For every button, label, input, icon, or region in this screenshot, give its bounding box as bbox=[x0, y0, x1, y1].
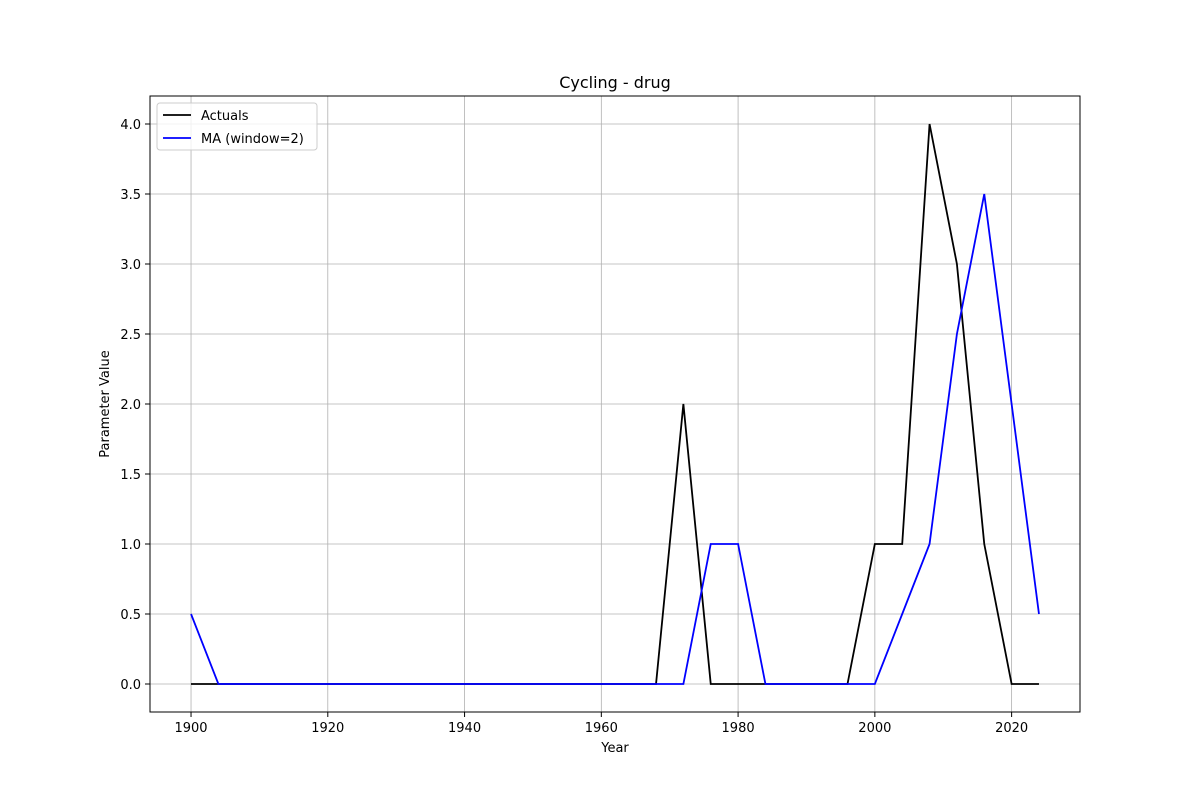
y-tick-label: 4.0 bbox=[120, 118, 141, 133]
legend-label-ma: MA (window=2) bbox=[201, 132, 304, 147]
x-tick-label: 1920 bbox=[311, 721, 344, 736]
y-axis-label: Parameter Value bbox=[98, 350, 113, 457]
y-tick-label: 3.5 bbox=[120, 188, 141, 203]
legend: Actuals MA (window=2) bbox=[156, 102, 318, 151]
x-tick-label: 2000 bbox=[858, 721, 891, 736]
y-tick-label: 1.5 bbox=[120, 468, 141, 483]
axis-ticks: 1900 1920 1940 1960 1980 2000 2020 0.0 0.5 1.0 1.5… bbox=[120, 118, 1028, 736]
chart-title: Cycling - drug bbox=[559, 73, 671, 92]
series-lines bbox=[190, 123, 1040, 685]
x-tick-label: 1900 bbox=[174, 721, 207, 736]
x-tick-label: 1940 bbox=[448, 721, 481, 736]
x-tick-label: 1980 bbox=[722, 721, 755, 736]
y-tick-label: 3.0 bbox=[120, 258, 141, 273]
x-axis-label: Year bbox=[600, 741, 629, 756]
y-tick-label: 2.0 bbox=[120, 398, 141, 413]
x-tick-label: 2020 bbox=[995, 721, 1028, 736]
y-tick-label: 2.5 bbox=[120, 328, 141, 343]
x-tick-label: 1960 bbox=[585, 721, 618, 736]
y-tick-label: 1.0 bbox=[120, 538, 141, 553]
y-tick-label: 0.0 bbox=[120, 678, 141, 693]
y-tick-label: 0.5 bbox=[120, 608, 141, 623]
series-line-ma-window-2 bbox=[190, 193, 1040, 685]
legend-label-actuals: Actuals bbox=[201, 109, 249, 124]
legend-box bbox=[156, 102, 318, 151]
